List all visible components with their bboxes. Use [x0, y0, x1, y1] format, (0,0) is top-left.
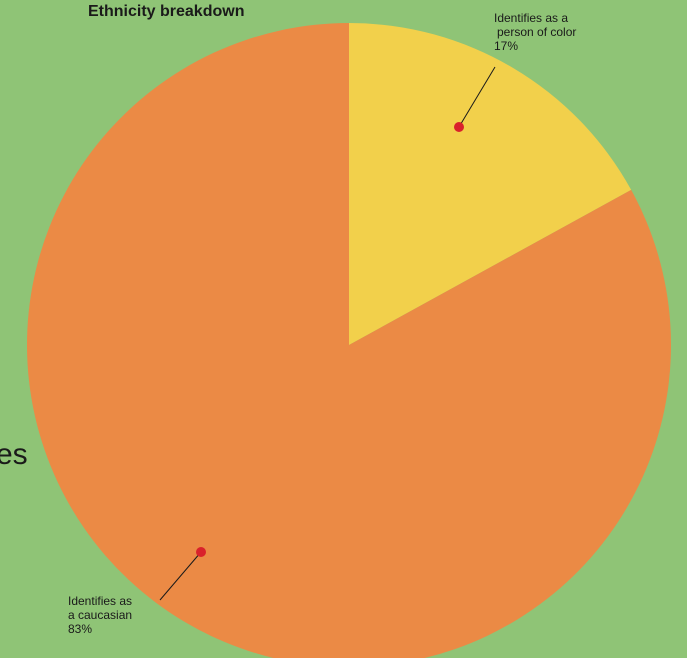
chart-title: Ethnicity breakdown: [88, 3, 244, 20]
slice-value-label: 17%: [494, 39, 518, 53]
pie-slices: [27, 23, 671, 658]
pie-slice-identifies-as-a-person-of-color: [349, 23, 632, 345]
slice-name-line: a caucasian: [68, 608, 132, 622]
slice-label: Identifies as a person of color 17%: [494, 11, 576, 53]
slice-name-line: Identifies as: [68, 594, 132, 608]
marker-dot: [454, 122, 464, 132]
leader-line: [458, 66, 496, 128]
slice-name-line: Identifies as a: [494, 11, 568, 25]
slice-value-label: 83%: [68, 622, 92, 636]
slice-name-line: person of color: [497, 25, 576, 39]
page-edge-text: es: [0, 438, 28, 471]
leader-line: [159, 551, 202, 601]
pie-slice-identifies-as-a-caucasian: [27, 23, 671, 658]
marker-dot: [196, 547, 206, 557]
label-leaders: [159, 66, 496, 601]
slice-label: Identifies as a caucasian 83%: [68, 594, 132, 636]
slice-labels: Identifies as a person of color 17%Identif…: [68, 11, 576, 636]
